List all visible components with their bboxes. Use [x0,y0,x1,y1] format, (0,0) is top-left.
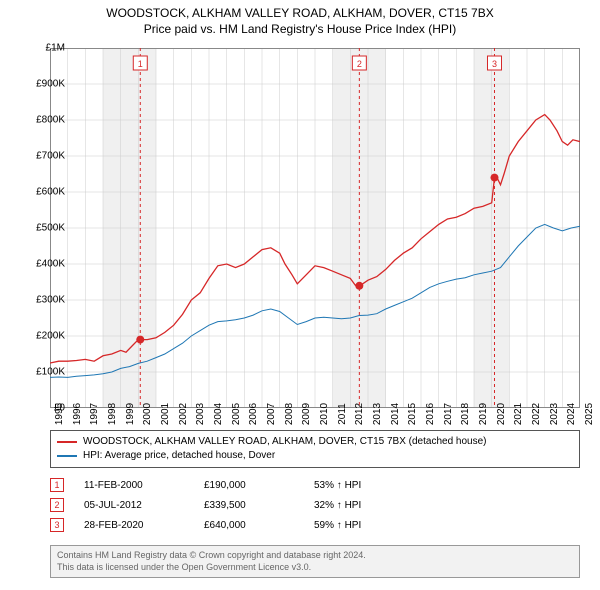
x-tick-label: 2013 [372,403,383,425]
x-tick-label: 1998 [107,403,118,425]
chart-svg: 1 2 3 [50,48,580,408]
x-tick-label: 1999 [125,403,136,425]
x-tick-label: 2005 [231,403,242,425]
marker-price: £640,000 [204,520,294,531]
svg-text:2: 2 [357,59,362,69]
svg-text:3: 3 [492,59,497,69]
legend-label: WOODSTOCK, ALKHAM VALLEY ROAD, ALKHAM, D… [83,435,487,449]
y-tick-label: £300K [36,295,65,306]
legend: WOODSTOCK, ALKHAM VALLEY ROAD, ALKHAM, D… [50,430,580,468]
x-tick-label: 2006 [248,403,259,425]
footnote-line2: This data is licensed under the Open Gov… [57,562,573,574]
x-tick-label: 2000 [142,403,153,425]
marker-row: 1 11-FEB-2000 £190,000 53% ↑ HPI [50,475,580,495]
x-tick-label: 2023 [549,403,560,425]
y-tick-label: £800K [36,115,65,126]
y-tick-label: £700K [36,151,65,162]
x-tick-label: 2020 [496,403,507,425]
marker-diff: 32% ↑ HPI [314,500,414,511]
marker-diff: 59% ↑ HPI [314,520,414,531]
legend-label: HPI: Average price, detached house, Dove… [83,449,275,463]
x-tick-label: 2025 [584,403,595,425]
x-tick-label: 2009 [301,403,312,425]
legend-swatch [57,455,77,457]
x-tick-label: 2012 [354,403,365,425]
marker-date: 05-JUL-2012 [84,500,184,511]
marker-badge: 2 [50,498,64,512]
chart-title-line1: WOODSTOCK, ALKHAM VALLEY ROAD, ALKHAM, D… [0,6,600,20]
x-tick-label: 2004 [213,403,224,425]
x-tick-label: 1995 [54,403,65,425]
marker-price: £190,000 [204,480,294,491]
y-tick-label: £900K [36,79,65,90]
y-tick-label: £600K [36,187,65,198]
marker-row: 3 28-FEB-2020 £640,000 59% ↑ HPI [50,515,580,535]
marker-row: 2 05-JUL-2012 £339,500 32% ↑ HPI [50,495,580,515]
footnote: Contains HM Land Registry data © Crown c… [50,545,580,578]
y-tick-label: £500K [36,223,65,234]
legend-row: HPI: Average price, detached house, Dove… [57,449,573,463]
markers-table: 1 11-FEB-2000 £190,000 53% ↑ HPI 2 05-JUL-201… [50,475,580,535]
x-tick-label: 2008 [284,403,295,425]
marker-diff: 53% ↑ HPI [314,480,414,491]
chart-title-line2: Price paid vs. HM Land Registry's House … [0,22,600,36]
legend-swatch [57,441,77,443]
x-tick-label: 2002 [178,403,189,425]
x-tick-label: 2018 [460,403,471,425]
legend-row: WOODSTOCK, ALKHAM VALLEY ROAD, ALKHAM, D… [57,435,573,449]
marker-date: 11-FEB-2000 [84,480,184,491]
y-tick-label: £200K [36,331,65,342]
title-block: WOODSTOCK, ALKHAM VALLEY ROAD, ALKHAM, D… [0,0,600,36]
x-tick-label: 2019 [478,403,489,425]
x-tick-label: 1996 [72,403,83,425]
x-tick-label: 2024 [566,403,577,425]
x-tick-label: 2011 [337,403,348,425]
x-tick-label: 2014 [390,403,401,425]
y-tick-label: £400K [36,259,65,270]
x-tick-label: 2003 [195,403,206,425]
x-tick-label: 2007 [266,403,277,425]
x-tick-label: 2021 [513,403,524,425]
svg-text:1: 1 [138,59,143,69]
x-tick-label: 2010 [319,403,330,425]
marker-price: £339,500 [204,500,294,511]
x-tick-label: 1997 [89,403,100,425]
x-tick-label: 2001 [160,403,171,425]
marker-badge: 3 [50,518,64,532]
y-tick-label: £100K [36,367,65,378]
marker-date: 28-FEB-2020 [84,520,184,531]
y-tick-label: £1M [46,43,65,54]
marker-badge: 1 [50,478,64,492]
x-tick-label: 2022 [531,403,542,425]
chart-container: WOODSTOCK, ALKHAM VALLEY ROAD, ALKHAM, D… [0,0,600,590]
x-tick-label: 2017 [443,403,454,425]
x-tick-label: 2016 [425,403,436,425]
footnote-line1: Contains HM Land Registry data © Crown c… [57,550,573,562]
x-tick-label: 2015 [407,403,418,425]
